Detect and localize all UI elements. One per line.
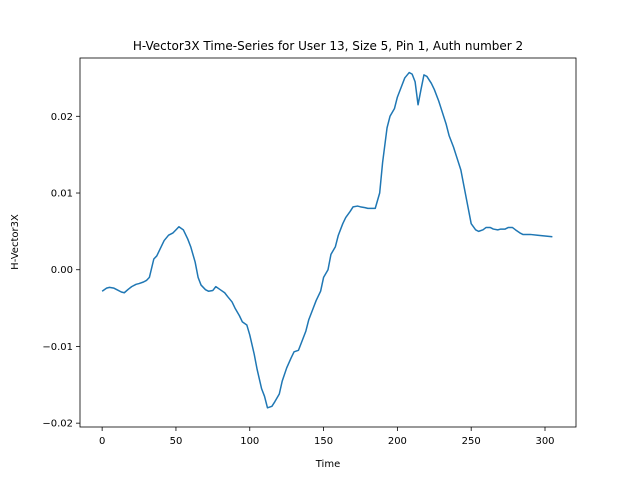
y-axis-label: H-Vector3X xyxy=(10,214,21,270)
x-tick-label: 150 xyxy=(314,436,333,447)
y-tick-label: 0.02 xyxy=(51,112,73,123)
x-tick-label: 0 xyxy=(99,436,105,447)
x-axis: 0 50 100 150 200 250 300 xyxy=(99,427,555,447)
x-tick-label: 100 xyxy=(240,436,259,447)
y-tick-label: 0.01 xyxy=(51,189,73,200)
plot-area xyxy=(101,71,553,409)
x-tick-label: 250 xyxy=(462,436,481,447)
x-tick-label: 300 xyxy=(535,436,554,447)
x-axis-label: Time xyxy=(315,459,340,470)
x-tick-label: 50 xyxy=(170,436,183,447)
chart-title: H-Vector3X Time-Series for User 13, Size… xyxy=(133,39,523,53)
y-tick-label: −0.02 xyxy=(42,419,73,430)
y-tick-label: 0.00 xyxy=(51,265,73,276)
x-tick-label: 200 xyxy=(388,436,407,447)
y-axis: −0.02 −0.01 0.00 0.01 0.02 xyxy=(42,112,80,430)
series-line-0 xyxy=(101,71,553,409)
y-tick-label: −0.01 xyxy=(42,342,73,353)
plot-frame xyxy=(79,57,577,428)
